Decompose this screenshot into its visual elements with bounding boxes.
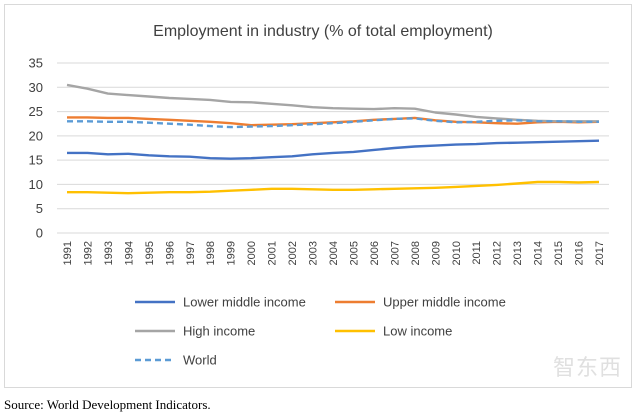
x-axis-tick-labels: 1991 1992 1993 1994 1995 1996 1997 1998 1999 2000… (62, 241, 606, 265)
legend-label-lower-middle-income: Lower middle income (183, 295, 306, 310)
legend-label-high-income: High income (183, 324, 255, 339)
legend-label-upper-middle-income: Upper middle income (383, 295, 506, 310)
series-line-high-income (66, 83, 599, 123)
y-tick-10: 10 (29, 177, 43, 192)
y-tick-20: 20 (29, 128, 43, 143)
y-tick-5: 5 (36, 201, 43, 216)
source-note: Source: World Development Indicators. (4, 397, 211, 412)
x-tick-2010: 2010 (451, 241, 463, 265)
chart-title: Employment in industry (% of total emplo… (153, 23, 493, 40)
x-tick-1996: 1996 (164, 241, 176, 265)
employment-line-chart: Employment in industry (% of total emplo… (29, 23, 609, 368)
x-tick-1995: 1995 (144, 241, 156, 265)
x-tick-1994: 1994 (123, 241, 135, 265)
x-tick-2012: 2012 (492, 241, 504, 265)
series-line-world (67, 117, 599, 129)
x-tick-2001: 2001 (267, 241, 279, 265)
x-tick-2004: 2004 (328, 241, 340, 265)
y-tick-25: 25 (29, 104, 43, 119)
chart-frame: Employment in industry (% of total emplo… (4, 4, 632, 388)
watermark-logo: 智东西 (552, 356, 622, 381)
x-tick-2008: 2008 (410, 241, 422, 265)
x-tick-2017: 2017 (594, 241, 606, 265)
y-tick-30: 30 (29, 80, 43, 95)
x-tick-2005: 2005 (348, 241, 360, 265)
y-tick-0: 0 (36, 226, 43, 241)
y-axis-tick-labels: 0 5 10 15 20 25 30 35 (29, 56, 43, 241)
x-tick-1991: 1991 (62, 241, 74, 265)
series-lines (66, 83, 600, 195)
x-tick-1993: 1993 (103, 241, 115, 265)
x-tick-1997: 1997 (185, 241, 197, 265)
legend-label-low-income: Low income (383, 324, 452, 339)
x-tick-2006: 2006 (369, 241, 381, 265)
x-tick-1992: 1992 (82, 241, 94, 265)
y-tick-15: 15 (29, 153, 43, 168)
series-line-upper-middle-income (67, 116, 600, 127)
x-tick-1999: 1999 (226, 241, 238, 265)
x-tick-2003: 2003 (308, 241, 320, 265)
x-tick-2014: 2014 (533, 241, 545, 265)
x-tick-2016: 2016 (574, 241, 586, 265)
legend-label-world: World (183, 353, 217, 368)
x-tick-2007: 2007 (389, 241, 401, 265)
x-tick-2013: 2013 (512, 241, 524, 265)
gridlines (57, 62, 609, 234)
x-tick-2011: 2011 (471, 241, 483, 265)
x-tick-2015: 2015 (553, 241, 565, 265)
series-line-lower-middle-income (67, 139, 600, 160)
x-tick-2000: 2000 (246, 241, 258, 265)
legend: Lower middle income Upper middle income Hi… (135, 295, 506, 368)
x-tick-2002: 2002 (287, 241, 299, 265)
x-tick-2009: 2009 (430, 241, 442, 265)
y-tick-35: 35 (29, 56, 43, 71)
x-tick-1998: 1998 (205, 241, 217, 265)
series-line-low-income (67, 180, 600, 195)
